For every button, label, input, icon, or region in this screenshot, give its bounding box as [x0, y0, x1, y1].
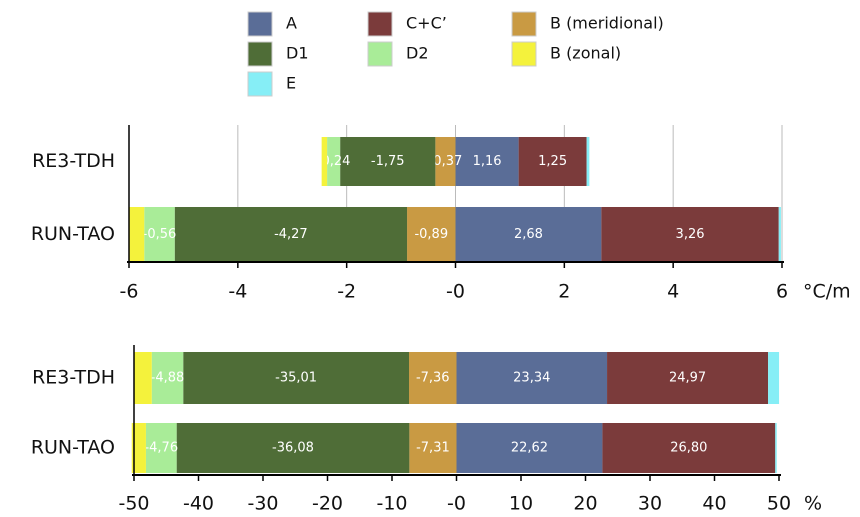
bar-segment [144, 207, 175, 262]
value-label: 3,26 [676, 227, 705, 242]
value-label: 2,68 [514, 227, 543, 242]
value-label: -35,01 [275, 371, 317, 386]
y-tick-label: RUN-TAO [31, 223, 115, 245]
bar-segment [340, 137, 436, 186]
bar-segment [586, 137, 590, 186]
y-tick-label: RUN-TAO [31, 437, 115, 459]
x-tick-label: 20 [573, 493, 597, 515]
legend-label: C+C’ [406, 14, 447, 33]
bar-segment [435, 137, 456, 186]
bar-segment [176, 423, 410, 473]
value-label: -36,08 [272, 441, 314, 456]
bar-segment [134, 352, 152, 404]
bar-segment [518, 137, 587, 186]
legend-label: A [286, 14, 297, 33]
legend-swatch [511, 11, 537, 37]
bar-segment [455, 137, 519, 186]
legend-swatch [367, 11, 393, 37]
bar-segment [183, 352, 410, 404]
x-tick-label: 2 [558, 281, 570, 303]
bar-segment [407, 207, 456, 262]
x-tick-label: 40 [702, 493, 726, 515]
legend-label: D1 [286, 44, 309, 63]
x-tick-label: -10 [376, 493, 407, 515]
bar-segment [409, 423, 457, 473]
bar-segment [151, 352, 184, 404]
value-label: 26,80 [670, 441, 707, 456]
bar-segment [409, 352, 457, 404]
legend-swatch [247, 41, 273, 67]
x-tick-label: -4 [228, 281, 247, 303]
bar-segment [602, 423, 776, 473]
x-tick-label: 30 [638, 493, 662, 515]
x-tick-label: -0 [447, 493, 466, 515]
bar-segment [321, 137, 328, 186]
value-label: 1,16 [473, 154, 502, 169]
value-label: -0,56 [143, 227, 177, 242]
x-axis-title: °C/m [803, 281, 851, 303]
x-tick-label: -50 [118, 493, 149, 515]
value-label: 22,62 [511, 441, 548, 456]
legend-label: D2 [406, 44, 429, 63]
legend-swatch [511, 41, 537, 67]
x-tick-label: -30 [247, 493, 278, 515]
bar-segment [607, 352, 769, 404]
bar-segment [768, 352, 780, 404]
value-label: 23,34 [513, 371, 550, 386]
bar-segment [456, 423, 603, 473]
x-tick-label: 4 [667, 281, 679, 303]
y-tick-label: RE3-TDH [32, 367, 115, 389]
legend-label: B (meridional) [550, 14, 664, 33]
bar-segment [778, 207, 781, 262]
value-label: -4,88 [151, 371, 185, 386]
value-label: -4,76 [144, 441, 178, 456]
value-label: 1,25 [538, 154, 567, 169]
legend-swatch [367, 41, 393, 67]
value-label: 24,97 [669, 371, 706, 386]
value-label: -4,27 [274, 227, 308, 242]
x-tick-label: 50 [767, 493, 791, 515]
x-axis-title: % [804, 493, 822, 515]
value-label: -7,31 [416, 441, 450, 456]
x-tick-label: -40 [183, 493, 214, 515]
x-tick-label: 6 [776, 281, 788, 303]
legend-swatch [247, 11, 273, 37]
x-tick-label: -2 [337, 281, 356, 303]
bar-segment [601, 207, 779, 262]
bar-segment [327, 137, 341, 186]
bar-segment [456, 352, 608, 404]
bar-segment [174, 207, 408, 262]
x-tick-label: 10 [509, 493, 533, 515]
value-label: -1,75 [371, 154, 405, 169]
x-tick-label: -20 [312, 493, 343, 515]
legend-swatch [247, 71, 273, 97]
bar-segment [129, 207, 145, 262]
value-label: -0,89 [414, 227, 448, 242]
value-label: -0,37 [429, 154, 463, 169]
bar-segment [145, 423, 177, 473]
bar-segment [775, 423, 777, 473]
bar-segment [131, 423, 146, 473]
x-tick-label: -6 [120, 281, 139, 303]
value-label: -7,36 [416, 371, 450, 386]
legend-label: E [286, 74, 296, 93]
x-tick-label: -0 [446, 281, 465, 303]
y-tick-label: RE3-TDH [32, 150, 115, 172]
bar-segment [455, 207, 602, 262]
legend-label: B (zonal) [550, 44, 621, 63]
